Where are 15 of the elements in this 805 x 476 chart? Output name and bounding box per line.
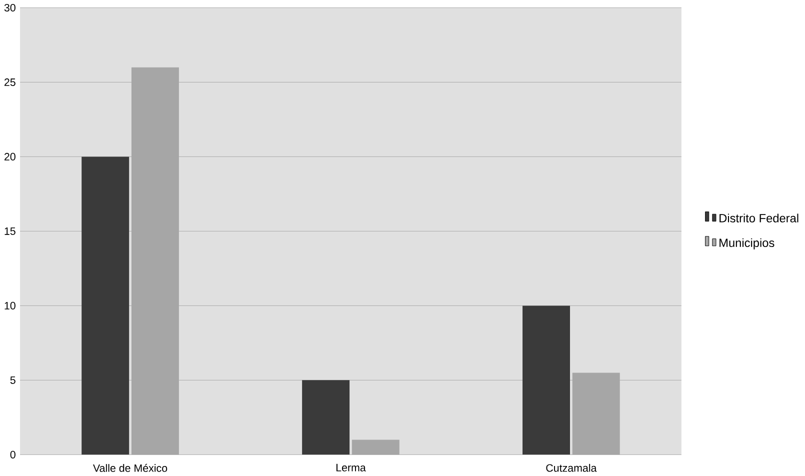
legend-label: Municipios [720, 238, 774, 250]
x-tick-label: Lerma [336, 464, 366, 472]
legend-label: Distrito Federal [720, 214, 798, 222]
x-tick-label: Cutzamala [546, 464, 597, 472]
y-tick-label: 20 [4, 152, 16, 161]
bar [82, 156, 130, 455]
y-tick-label: 30 [4, 4, 16, 12]
y-tick-label: 5 [10, 376, 16, 384]
x-tick-label: Valle de México [93, 464, 168, 472]
y-tick-label: 15 [4, 228, 16, 235]
y-tick-label: 10 [4, 302, 16, 310]
bar [302, 380, 350, 455]
bar [522, 306, 570, 455]
y-tick-label: 0 [10, 450, 16, 459]
y-tick-label: 25 [4, 78, 16, 86]
